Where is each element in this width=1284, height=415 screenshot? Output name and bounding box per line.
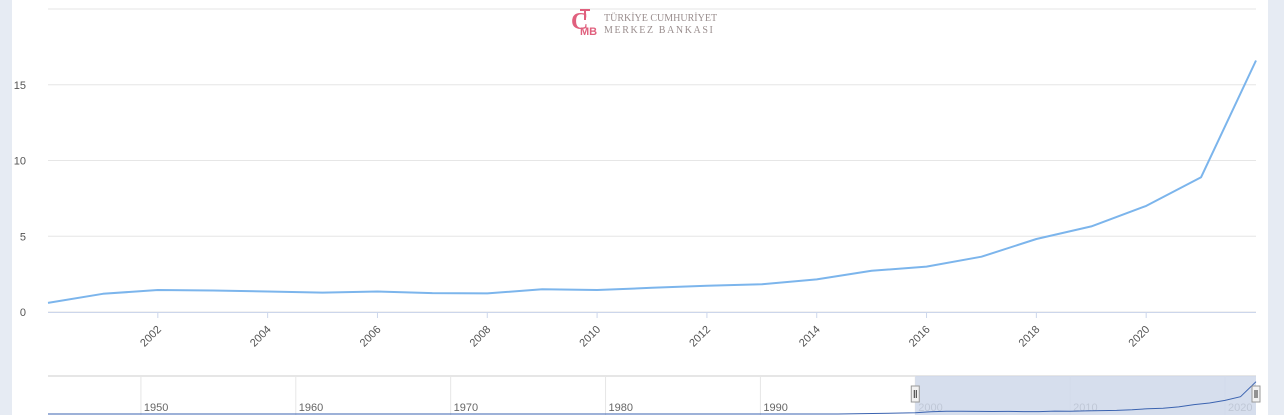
- navigator-tick-label: 1980: [609, 402, 633, 414]
- navigator[interactable]: 19501960197019801990200020102020: [48, 375, 1261, 415]
- svg-text:MB: MB: [580, 26, 597, 38]
- x-tick-label: 2004: [248, 324, 274, 350]
- tcmb-logo-icon: C MB: [571, 9, 597, 38]
- navigator-left-handle[interactable]: [910, 385, 920, 403]
- watermark-line1: TÜRKİYE CUMHURİYET: [604, 12, 717, 24]
- y-tick-label: 15: [14, 80, 26, 92]
- grid-lines: [48, 8, 1256, 313]
- chart-container: C MB TÜRKİYE CUMHURİYET MERKEZ BANKASI 0…: [12, 0, 1268, 415]
- handle-body: [1251, 385, 1261, 403]
- x-tick-label: 2008: [468, 324, 494, 350]
- navigator-right-handle[interactable]: [1251, 385, 1261, 403]
- navigator-selected-range: [915, 376, 1256, 415]
- navigator-series-line: [48, 381, 1257, 415]
- x-axis: 2002 2004 2006 2008 2010 2012 2014 2016 2018 2020: [138, 312, 1152, 349]
- y-tick-label: 10: [14, 156, 26, 168]
- x-tick-label: 2020: [1127, 324, 1153, 350]
- x-tick-label: 2012: [687, 324, 713, 350]
- y-axis: 0 5 10 15: [14, 80, 26, 319]
- x-tick-label: 2010: [577, 324, 603, 350]
- handle-body: [910, 385, 920, 403]
- tcmb-watermark: C MB TÜRKİYE CUMHURİYET MERKEZ BANKASI: [571, 9, 717, 38]
- x-tick-label: 2006: [358, 324, 384, 350]
- x-tick-label: 2018: [1017, 324, 1043, 350]
- y-tick-label: 5: [20, 231, 26, 243]
- navigator-tick-label: 1950: [144, 402, 168, 414]
- x-tick-label: 2014: [797, 324, 823, 350]
- y-tick-label: 0: [20, 307, 26, 319]
- x-tick-label: 2016: [907, 324, 933, 350]
- watermark-line2: MERKEZ BANKASI: [604, 25, 714, 36]
- x-tick-label: 2002: [138, 324, 164, 350]
- navigator-tick-label: 1960: [299, 402, 323, 414]
- series-line: [47, 60, 1257, 304]
- navigator-tick-label: 1990: [763, 402, 787, 414]
- line-chart: C MB TÜRKİYE CUMHURİYET MERKEZ BANKASI 0…: [14, 8, 1261, 415]
- navigator-tick-label: 1970: [454, 402, 478, 414]
- series: [47, 60, 1257, 304]
